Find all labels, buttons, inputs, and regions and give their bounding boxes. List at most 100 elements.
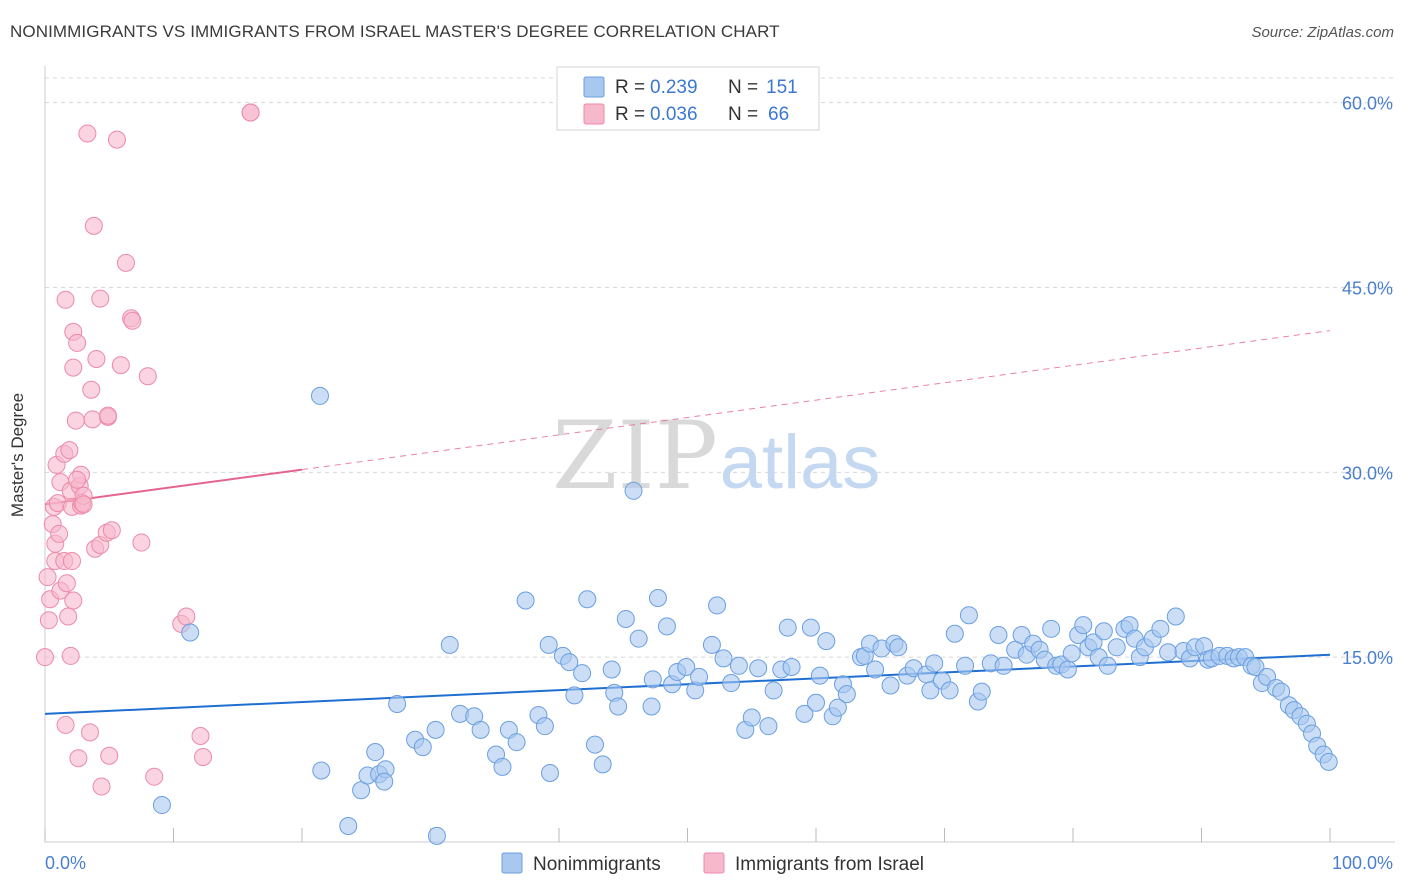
point-nonimmigrants: [989, 625, 1008, 644]
point-nonimmigrants: [616, 609, 635, 628]
point-israel: [123, 311, 142, 330]
point-israel: [83, 410, 102, 429]
point-nonimmigrants: [541, 763, 560, 782]
point-nonimmigrants: [1074, 616, 1093, 635]
point-israel: [111, 356, 130, 375]
point-nonimmigrants: [578, 590, 597, 609]
point-nonimmigrants: [1159, 643, 1178, 662]
point-nonimmigrants: [807, 693, 825, 712]
point-israel: [36, 648, 54, 667]
point-nonimmigrants: [388, 694, 407, 713]
point-israel: [80, 723, 99, 742]
point-israel: [62, 552, 81, 571]
point-israel: [39, 611, 58, 630]
point-nonimmigrants: [624, 481, 643, 500]
point-nonimmigrants: [535, 717, 554, 736]
point-israel: [78, 124, 97, 143]
point-nonimmigrants: [795, 704, 814, 723]
point-nonimmigrants: [152, 796, 171, 815]
point-israel: [56, 290, 75, 309]
point-nonimmigrants: [972, 682, 991, 701]
trend-line-israel-dashed: [301, 330, 1331, 471]
point-nonimmigrants: [1246, 658, 1265, 677]
point-nonimmigrants: [1151, 619, 1170, 638]
point-nonimmigrants: [759, 717, 778, 736]
point-israel: [68, 470, 87, 489]
point-nonimmigrants: [427, 826, 446, 845]
point-nonimmigrants: [921, 681, 940, 700]
point-nonimmigrants: [642, 697, 661, 716]
point-israel: [74, 495, 93, 514]
point-nonimmigrants: [643, 670, 662, 689]
stats-r-value-blue: 0.239: [650, 77, 698, 98]
y-tick-label: 45.0%: [1342, 278, 1393, 298]
point-nonimmigrants: [722, 674, 741, 693]
axes: 15.0% 30.0% 45.0% 60.0% 0.0% 100.0%: [44, 66, 1395, 873]
y-tick-label: 15.0%: [1342, 648, 1393, 668]
point-nonimmigrants: [312, 761, 331, 780]
point-nonimmigrants: [810, 666, 829, 685]
point-israel: [38, 568, 57, 587]
point-israel: [107, 130, 126, 149]
point-nonimmigrants: [708, 596, 727, 615]
point-nonimmigrants: [181, 623, 200, 642]
point-nonimmigrants: [889, 638, 908, 657]
point-nonimmigrants: [648, 589, 667, 608]
stats-r-value-pink: 0.036: [650, 104, 698, 125]
point-nonimmigrants: [837, 685, 856, 704]
point-israel: [194, 747, 213, 766]
point-israel: [68, 333, 87, 352]
point-nonimmigrants: [339, 816, 358, 835]
watermark-atlas: atlas: [720, 420, 881, 505]
point-israel: [91, 289, 110, 308]
point-nonimmigrants: [560, 653, 579, 672]
legend-label-israel: Immigrants from Israel: [735, 854, 924, 875]
point-nonimmigrants: [956, 656, 975, 675]
stats-n-value-blue: 151: [766, 77, 798, 98]
point-nonimmigrants: [994, 656, 1013, 675]
point-nonimmigrants: [1058, 660, 1077, 679]
point-israel: [56, 715, 75, 734]
point-nonimmigrants: [413, 738, 432, 757]
point-israel: [191, 727, 210, 746]
point-israel: [241, 103, 260, 122]
point-israel: [60, 441, 79, 460]
point-nonimmigrants: [366, 743, 385, 762]
point-israel: [69, 749, 88, 768]
legend-label-nonimmigrants: Nonimmigrants: [533, 854, 661, 875]
point-nonimmigrants: [629, 629, 648, 648]
point-nonimmigrants: [749, 659, 768, 678]
point-nonimmigrants: [1094, 622, 1113, 641]
point-nonimmigrants: [1319, 752, 1338, 771]
point-israel: [98, 406, 117, 425]
point-nonimmigrants: [539, 635, 558, 654]
point-israel: [64, 358, 83, 377]
chart-title: NONIMMIGRANTS VS IMMIGRANTS FROM ISRAEL …: [10, 22, 780, 41]
point-israel: [92, 777, 111, 796]
stats-r-label-pink: R =: [615, 104, 645, 125]
point-israel: [66, 411, 85, 430]
point-nonimmigrants: [817, 632, 836, 651]
point-nonimmigrants: [593, 755, 612, 774]
point-israel: [116, 253, 135, 272]
point-nonimmigrants: [881, 676, 900, 695]
point-israel: [57, 574, 76, 593]
point-nonimmigrants: [677, 658, 696, 677]
point-israel: [138, 367, 157, 386]
point-nonimmigrants: [729, 656, 748, 675]
point-nonimmigrants: [493, 757, 512, 776]
point-nonimmigrants: [945, 624, 964, 643]
point-nonimmigrants: [426, 720, 445, 739]
point-nonimmigrants: [828, 698, 847, 717]
point-nonimmigrants: [690, 667, 709, 686]
point-nonimmigrants: [565, 686, 584, 705]
point-nonimmigrants: [782, 658, 801, 677]
stats-n-label-blue: N =: [728, 77, 758, 98]
legend-swatch-israel: [703, 852, 725, 874]
point-nonimmigrants: [507, 733, 526, 752]
point-nonimmigrants: [702, 635, 721, 654]
point-nonimmigrants: [1107, 638, 1126, 657]
legend-swatch-nonimmigrants: [501, 852, 523, 874]
point-israel: [64, 591, 83, 610]
